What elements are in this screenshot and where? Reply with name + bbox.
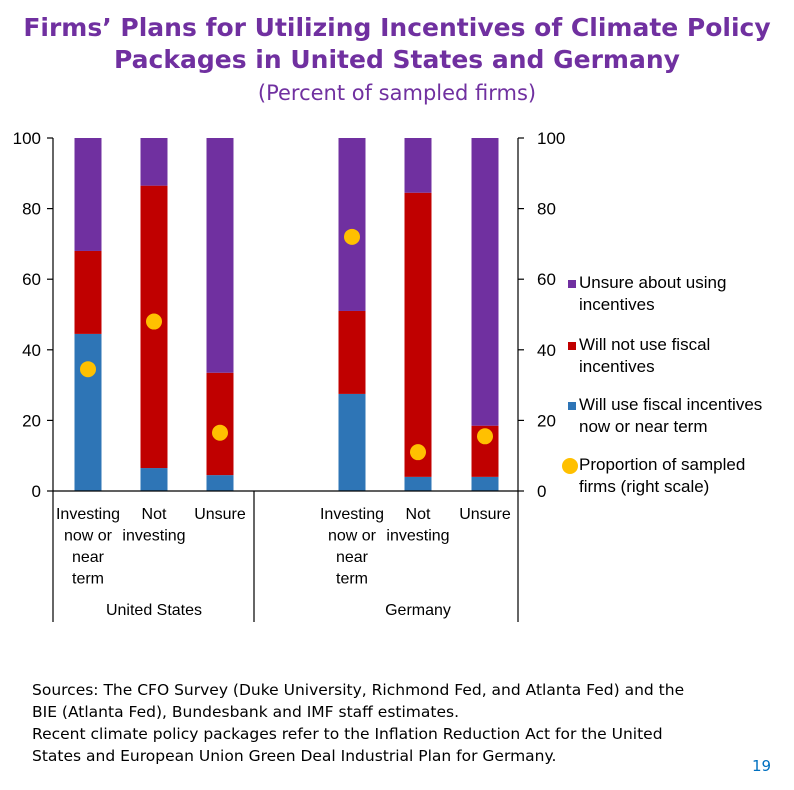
bar-segment: [206, 475, 234, 491]
category-label: Not: [142, 506, 167, 523]
bar-segment: [338, 393, 366, 491]
proportion-dot: [477, 428, 493, 445]
category-label: term: [336, 571, 368, 588]
category-label: Investing: [320, 506, 384, 523]
proportion-dot: [146, 313, 162, 330]
category-label: Not: [406, 506, 431, 523]
group-label: United States: [106, 602, 202, 619]
y-tick-label-right: 60: [537, 270, 556, 289]
y-tick-label-left: 0: [32, 482, 41, 501]
note-line-2: States and European Union Green Deal Ind…: [32, 747, 557, 765]
bar-segment: [140, 468, 168, 491]
legend-marker-circle: [562, 458, 578, 474]
bar-segment: [471, 476, 499, 491]
legend-label: incentives: [579, 357, 655, 376]
category-label: Unsure: [459, 506, 511, 523]
category-label: now or: [328, 528, 377, 545]
bar-segment: [140, 138, 168, 186]
proportion-dot: [410, 444, 426, 461]
y-tick-label-left: 40: [22, 341, 41, 360]
category-label: investing: [122, 528, 185, 545]
bar-segment: [74, 250, 102, 334]
chart-title: Firms’ Plans for Utilizing Incentives of…: [0, 12, 794, 76]
legend-label: Proportion of sampled: [579, 455, 745, 474]
sources-line-2: BIE (Atlanta Fed), Bundesbank and IMF st…: [32, 703, 459, 721]
category-label: near: [72, 549, 105, 566]
bar-segment: [206, 372, 234, 476]
legend-label: Unsure about using: [579, 273, 726, 292]
stacked-bar-chart: 0 20 40 60 80 100 0 20 40 60 80 100 Investing now or n…: [13, 129, 762, 622]
bar-segment: [404, 138, 432, 193]
legend-label: Will use fiscal incentives: [579, 395, 762, 414]
legend-label: Will not use fiscal: [579, 335, 710, 354]
proportion-dot: [80, 361, 96, 378]
legend-marker-square: [568, 342, 576, 350]
bar-segment: [471, 138, 499, 426]
legend-label: now or near term: [579, 417, 708, 436]
bar-segment: [404, 192, 432, 477]
legend-label: firms (right scale): [579, 477, 709, 496]
bar-segment: [338, 138, 366, 311]
legend-marker-square: [568, 280, 576, 288]
chart-title-line-1: Firms’ Plans for Utilizing Incentives of…: [23, 13, 771, 42]
proportion-dot: [212, 424, 228, 441]
sources-line-1: Sources: The CFO Survey (Duke University…: [32, 681, 685, 699]
y-tick-label-left: 80: [22, 200, 41, 219]
legend-marker-square: [568, 402, 576, 410]
category-label: now or: [64, 528, 113, 545]
y-tick-label-left: 100: [13, 129, 41, 148]
category-label: term: [72, 571, 104, 588]
note-line-1: Recent climate policy packages refer to …: [32, 725, 663, 743]
legend-label: incentives: [579, 295, 655, 314]
footer-notes: Sources: The CFO Survey (Duke University…: [32, 679, 732, 767]
category-label: Unsure: [194, 506, 246, 523]
bar-segment: [338, 310, 366, 394]
bar-segment: [206, 138, 234, 373]
page-number: 19: [752, 757, 772, 775]
group-label: Germany: [385, 602, 451, 619]
bar-segment: [74, 138, 102, 251]
y-tick-label-right: 0: [537, 482, 546, 501]
y-tick-label-left: 60: [22, 270, 41, 289]
category-label: near: [336, 549, 369, 566]
y-tick-label-left: 20: [22, 411, 41, 430]
y-tick-label-right: 100: [537, 129, 565, 148]
proportion-dot: [344, 228, 360, 245]
bar-segment: [404, 476, 432, 491]
category-label: Investing: [56, 506, 120, 523]
chart-title-line-2: Packages in United States and Germany: [114, 45, 680, 74]
chart-subtitle: (Percent of sampled firms): [257, 81, 537, 105]
y-tick-label-right: 40: [537, 341, 556, 360]
category-label: investing: [386, 528, 449, 545]
title-block: Firms’ Plans for Utilizing Incentives of…: [0, 12, 794, 108]
y-tick-label-right: 20: [537, 411, 556, 430]
bar-segment: [74, 333, 102, 491]
y-tick-label-right: 80: [537, 200, 556, 219]
